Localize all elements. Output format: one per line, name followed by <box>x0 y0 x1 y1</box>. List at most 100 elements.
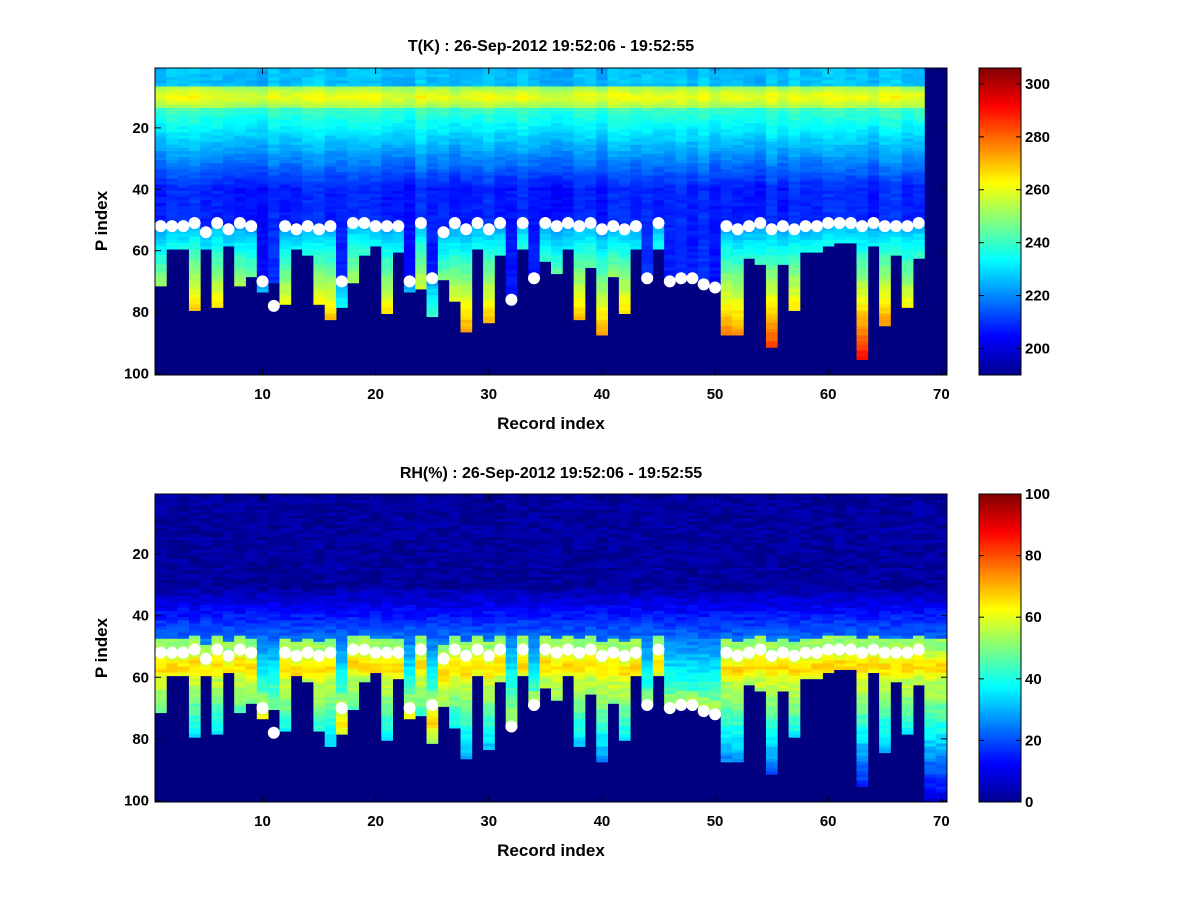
heatmap-cell <box>856 267 869 272</box>
heatmap-cell <box>155 558 167 563</box>
heatmap-cell <box>279 175 292 179</box>
heatmap-cell <box>890 150 903 155</box>
heatmap-cell <box>618 144 631 149</box>
heatmap-cell <box>245 184 258 189</box>
heatmap-cell <box>799 166 812 170</box>
heatmap-cell <box>607 166 620 170</box>
heatmap-cell <box>709 163 722 167</box>
heatmap-cell <box>698 107 710 112</box>
heatmap-cell <box>381 95 393 100</box>
heatmap-cell <box>901 276 914 281</box>
heatmap-cell <box>879 71 891 75</box>
heatmap-cell <box>743 181 756 186</box>
heatmap-cell <box>222 190 235 195</box>
heatmap-cell <box>845 126 857 130</box>
heatmap-cell <box>709 123 722 127</box>
heatmap-cell <box>483 203 495 207</box>
heatmap-cell <box>392 110 405 115</box>
heatmap-cell <box>856 261 869 265</box>
heatmap-cell <box>155 534 167 538</box>
heatmap-cell <box>879 190 891 195</box>
heatmap-cell <box>777 261 789 265</box>
heatmap-cell <box>596 319 608 324</box>
heatmap-cell <box>155 521 167 526</box>
heatmap-cell <box>879 175 891 179</box>
heatmap-cell <box>256 221 269 225</box>
heatmap-cell <box>324 252 337 256</box>
heatmap-cell <box>698 249 710 253</box>
heatmap-cell <box>743 212 756 216</box>
heatmap-cell <box>347 126 360 130</box>
heatmap-cell <box>551 230 563 235</box>
heatmap-cell <box>392 239 405 244</box>
heatmap-cell <box>279 193 292 198</box>
heatmap-cell <box>811 71 823 75</box>
heatmap-cell <box>573 209 586 213</box>
heatmap-cell <box>155 635 167 640</box>
heatmap-cell <box>483 175 495 179</box>
heatmap-cell <box>777 166 789 170</box>
heatmap-cell <box>562 114 575 118</box>
heatmap-cell <box>268 83 280 87</box>
heatmap-cell <box>324 71 337 75</box>
heatmap-cell <box>788 86 801 90</box>
heatmap-cell <box>426 246 439 250</box>
heatmap-cell <box>584 157 597 161</box>
heatmap-cell <box>211 246 224 250</box>
heatmap-cell <box>913 110 925 115</box>
heatmap-cell <box>528 110 541 115</box>
heatmap-cell <box>415 129 427 133</box>
heatmap-cell <box>856 322 869 327</box>
heatmap-cell <box>799 141 812 146</box>
heatmap-cell <box>437 236 450 241</box>
heatmap-cell <box>799 68 812 72</box>
heatmap-cell <box>596 316 608 321</box>
heatmap-cell <box>856 289 869 293</box>
heatmap-column <box>426 68 439 318</box>
heatmap-cell <box>777 132 789 136</box>
heatmap-cell <box>596 172 608 176</box>
heatmap-cell <box>709 129 722 133</box>
heatmap-cell <box>471 209 484 213</box>
heatmap-cell <box>188 71 201 75</box>
heatmap-cell <box>901 77 914 81</box>
heatmap-cell <box>200 196 212 201</box>
heatmap-cell <box>460 246 473 250</box>
heatmap-cell <box>573 285 586 290</box>
heatmap-cell <box>188 246 201 250</box>
heatmap-cell <box>845 209 857 213</box>
heatmap-cell <box>743 101 756 106</box>
heatmap-cell <box>290 163 303 167</box>
heatmap-cell <box>765 285 778 290</box>
heatmap-cell <box>483 206 495 210</box>
heatmap-cell <box>460 319 473 324</box>
heatmap-cell <box>471 120 484 124</box>
heatmap-cell <box>765 196 778 201</box>
heatmap-cell <box>584 261 597 265</box>
heatmap-cell <box>155 620 167 624</box>
heatmap-cell <box>732 200 744 204</box>
heatmap-cell <box>403 163 416 167</box>
heatmap-cell <box>641 169 654 173</box>
heatmap-cell <box>302 236 314 241</box>
heatmap-cell <box>313 279 326 284</box>
heatmap-cell <box>155 132 167 136</box>
heatmap-cell <box>709 114 722 118</box>
heatmap-cell <box>415 144 427 149</box>
heatmap-cell <box>155 279 167 284</box>
heatmap-cell <box>573 89 586 93</box>
heatmap-cell <box>596 328 608 333</box>
heatmap-cell <box>290 175 303 179</box>
heatmap-cell <box>211 117 224 121</box>
heatmap-cell <box>234 169 246 173</box>
heatmap-cell <box>256 117 269 121</box>
heatmap-cell <box>437 221 450 225</box>
heatmap-cell <box>879 289 891 293</box>
heatmap-cell <box>211 187 224 192</box>
heatmap-cell <box>652 153 665 158</box>
heatmap-cell <box>471 123 484 127</box>
heatmap-cell <box>686 114 699 118</box>
heatmap-cell <box>358 178 371 182</box>
heatmap-cell <box>483 172 495 176</box>
heatmap-cell <box>777 144 789 149</box>
